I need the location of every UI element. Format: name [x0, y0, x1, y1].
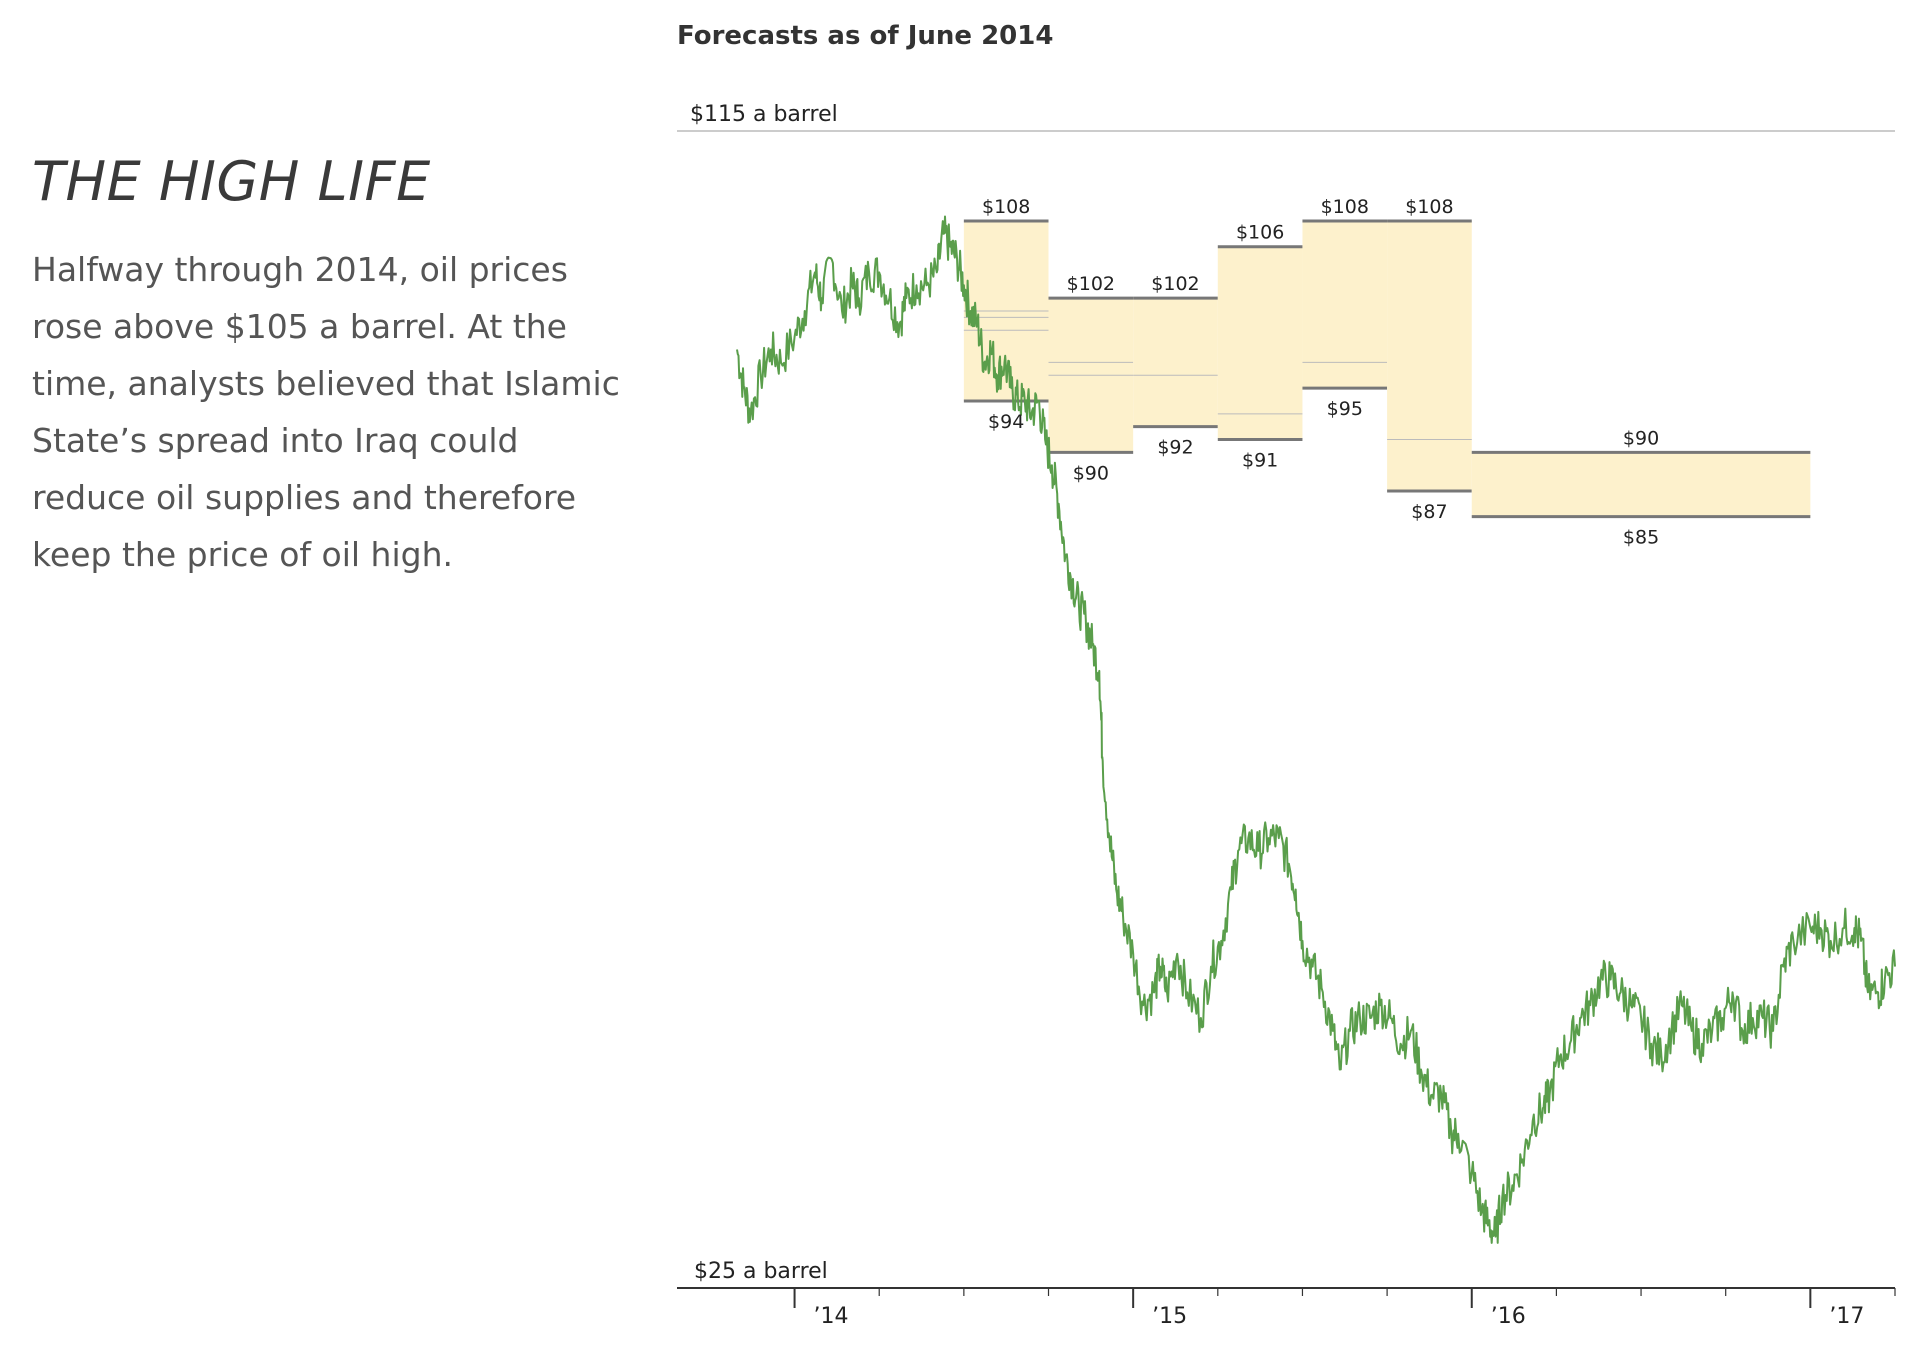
x-tick-label-1: ’15: [1152, 1304, 1187, 1329]
forecast-band-1-low-label: $90: [1073, 462, 1109, 484]
forecast-band-4-high-label: $108: [1321, 196, 1369, 218]
x-tick-label-2: ’16: [1491, 1304, 1526, 1329]
forecast-band-4: [1302, 220, 1388, 389]
forecast-band-4-low-label: $95: [1327, 398, 1363, 420]
y-bottom-label: $25 a barrel: [694, 1259, 828, 1284]
forecast-band-3-low-label: $91: [1242, 450, 1278, 472]
forecast-bands: [963, 219, 1811, 519]
forecast-band-6-high-label: $90: [1623, 427, 1659, 449]
forecast-band-3-high-label: $106: [1236, 222, 1284, 244]
forecast-band-5-low-label: $87: [1411, 501, 1447, 523]
forecast-band-2: [1133, 298, 1218, 427]
forecast-band-0-low-label: $94: [988, 411, 1024, 433]
headline: THE HIGH LIFE: [32, 150, 431, 213]
x-tick-label-3: ’17: [1829, 1304, 1864, 1329]
forecast-band-2-high-label: $102: [1151, 273, 1199, 295]
forecast-band-5: [1387, 220, 1472, 491]
band-labels: $108 $94 $102 $90 $102 $92 $106 $91 $108 $95 $108 $…: [982, 196, 1659, 549]
body-text: Halfway through 2014, oil prices rose ab…: [32, 250, 620, 574]
y-top-label: $115 a barrel: [690, 102, 838, 127]
price-line-group: [736, 215, 1896, 1244]
left-panel: THE HIGH LIFE Halfway through 2014, oil …: [32, 150, 632, 583]
x-axis-ticks: ’14 ’15 ’16 ’17: [793, 1288, 1896, 1329]
forecast-band-6-low-label: $85: [1623, 527, 1659, 549]
forecast-band-2-low-label: $92: [1157, 437, 1193, 459]
price-line: [736, 215, 1896, 1244]
forecast-band-5-high-label: $108: [1405, 196, 1453, 218]
forecast-band-0-high-label: $108: [982, 196, 1030, 218]
chart-title: Forecasts as of June 2014: [677, 21, 1053, 51]
forecast-band-6: [1471, 452, 1811, 517]
forecast-band-1-high-label: $102: [1067, 273, 1115, 295]
forecast-band-3: [1217, 246, 1303, 440]
x-tick-label-0: ’14: [814, 1304, 849, 1329]
